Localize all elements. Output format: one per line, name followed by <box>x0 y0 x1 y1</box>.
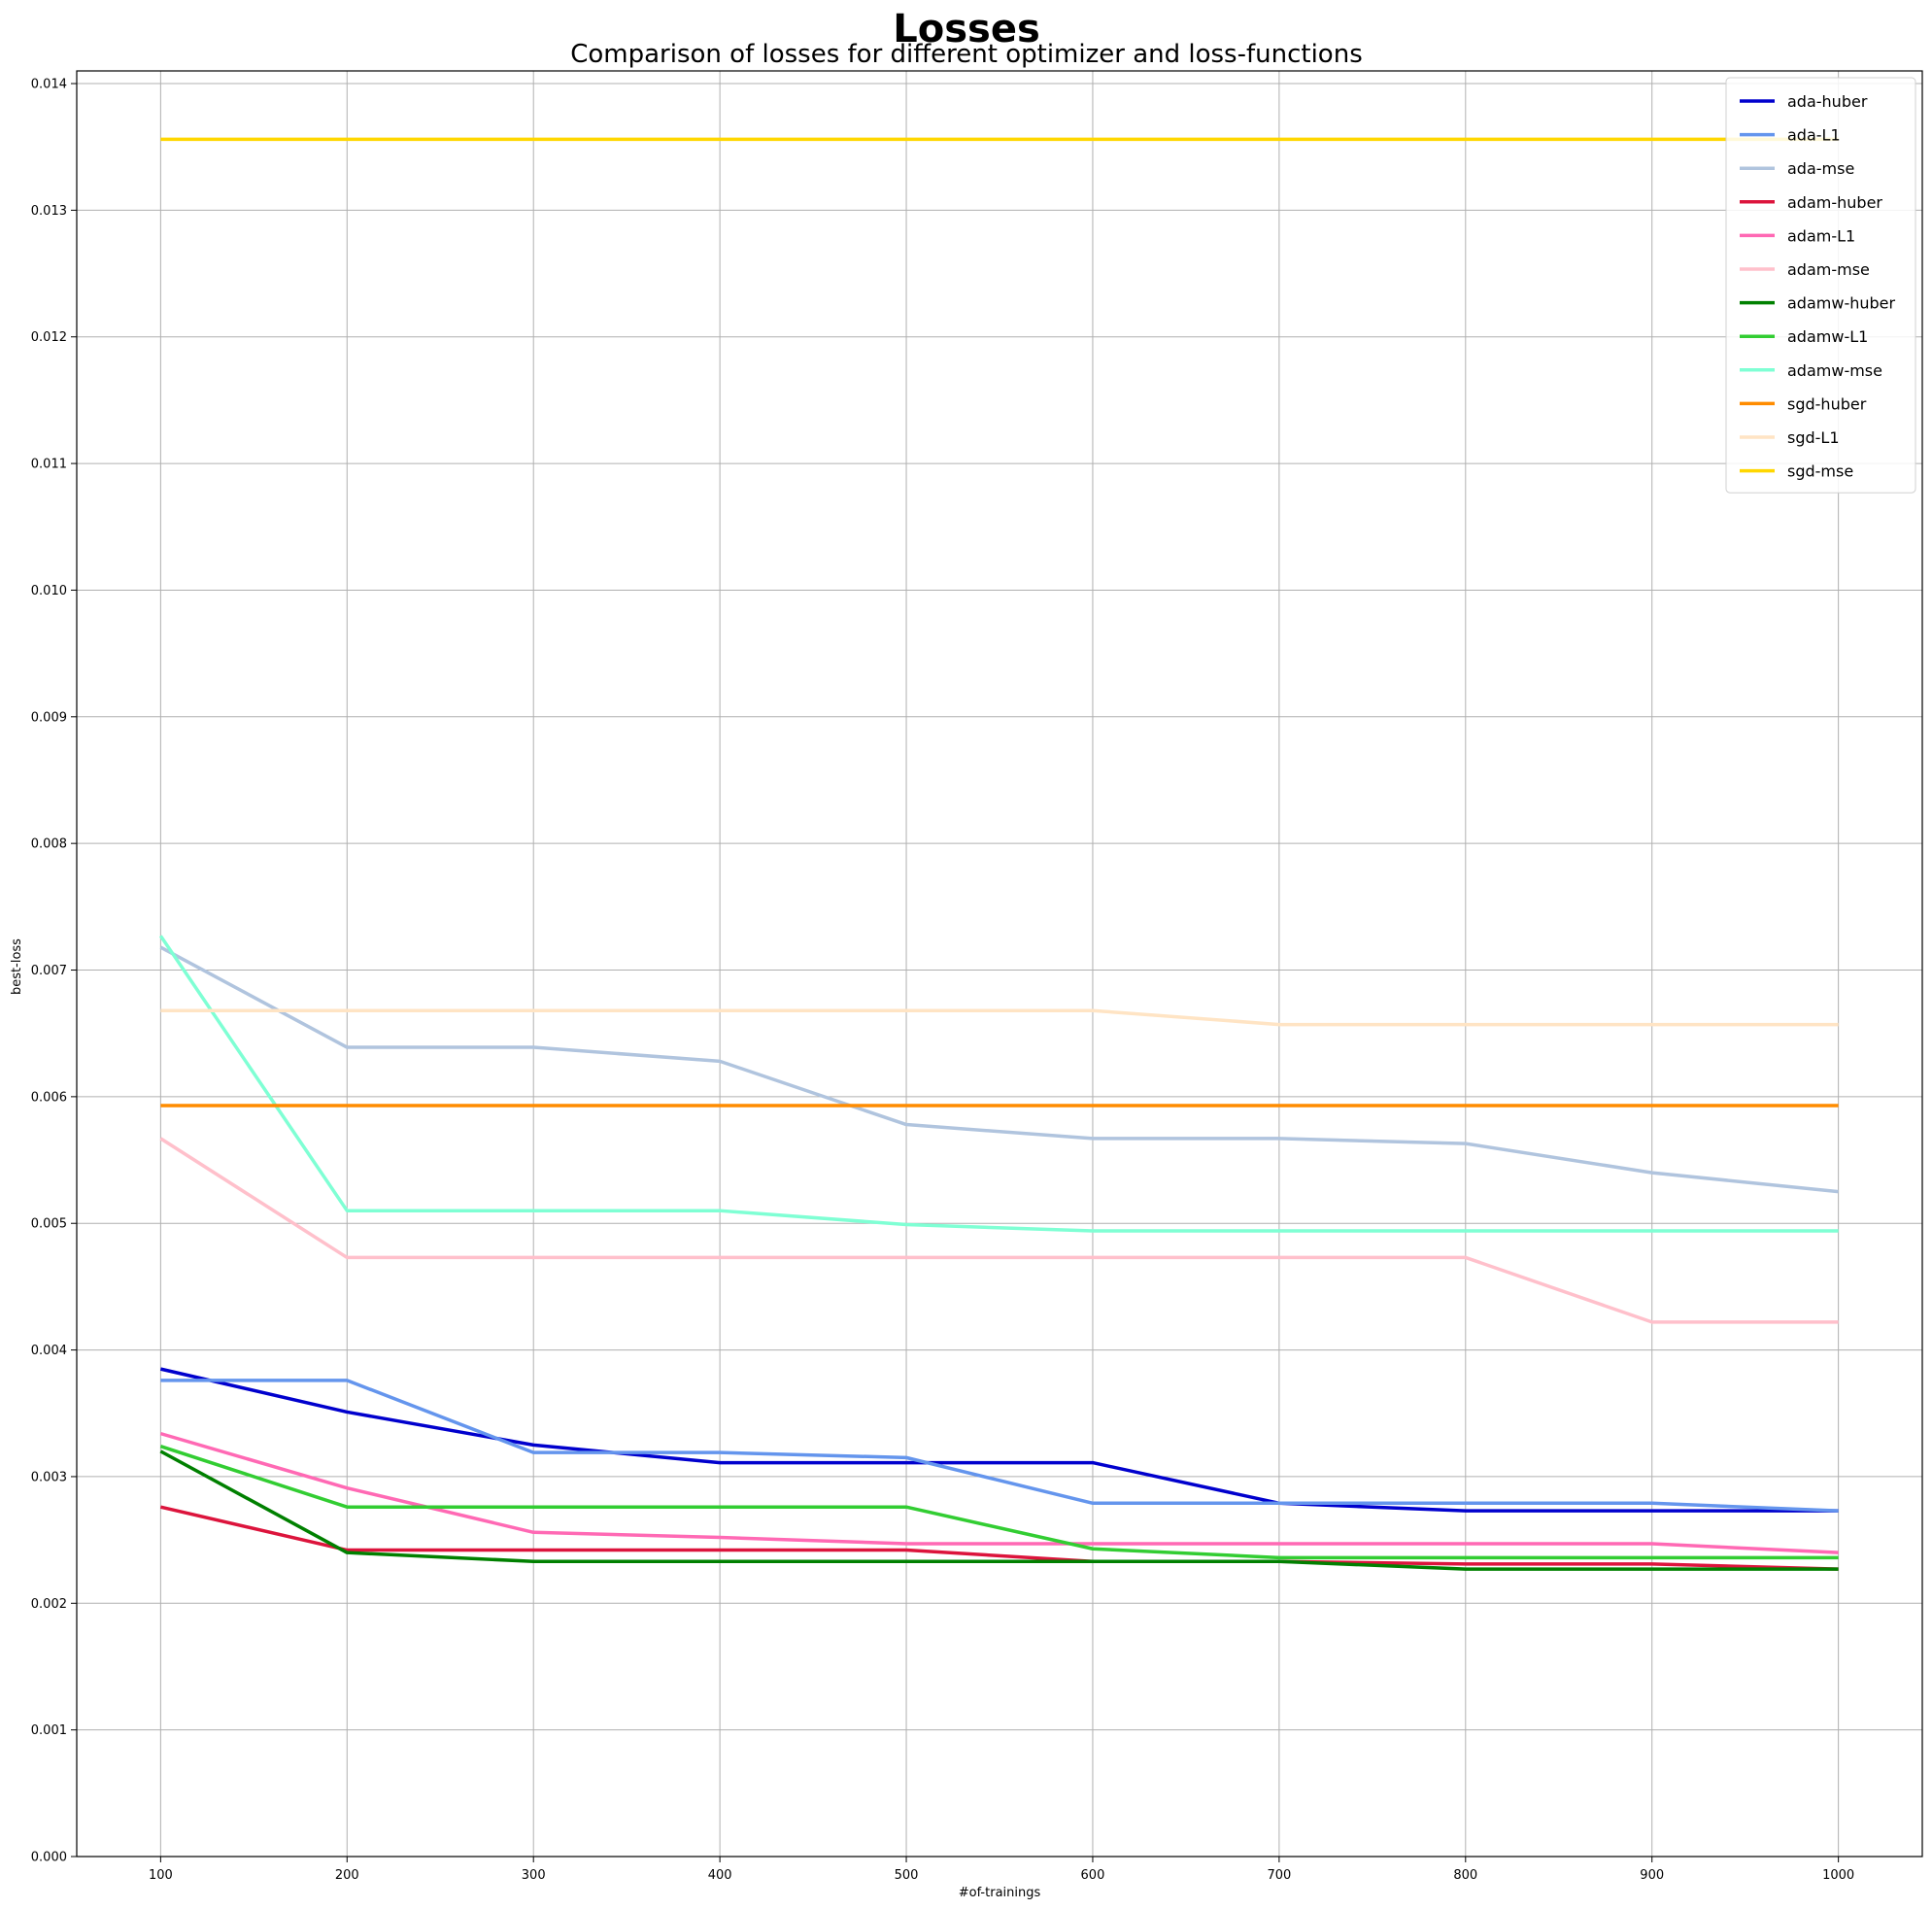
legend-label: sgd-huber <box>1787 394 1867 413</box>
legend-label: adamw-L1 <box>1787 327 1868 346</box>
series-line-adam-huber <box>159 1505 1839 1571</box>
x-axis-ticks: 100 200 300 400 500 600 700 800 900 1000 <box>149 1857 1854 1883</box>
y-axis-label: best-loss <box>10 938 24 995</box>
y-tick-label: 0.010 <box>31 584 67 598</box>
y-tick-label: 0.004 <box>31 1344 67 1358</box>
legend-label: adam-L1 <box>1787 226 1855 245</box>
plot-frame <box>76 70 1923 1858</box>
y-tick-label: 0.005 <box>31 1217 67 1232</box>
y-tick-label: 0.014 <box>31 78 67 92</box>
series-line-sgd-L1 <box>160 1008 1839 1027</box>
series-line-adamw-L1 <box>159 1444 1839 1560</box>
y-tick-label: 0.012 <box>31 330 67 345</box>
y-tick-label: 0.009 <box>31 710 67 725</box>
series-line-adamw-mse <box>158 935 1839 1233</box>
y-axis-ticks: 0.000 0.001 0.002 0.003 0.004 0.005 0.006 0.007… <box>31 78 77 1865</box>
x-tick-label: 600 <box>1081 1868 1105 1883</box>
legend-label: sgd-L1 <box>1787 428 1840 447</box>
series-line-ada-huber <box>159 1367 1839 1513</box>
legend-label: adam-mse <box>1787 260 1870 279</box>
chart-subtitle: Comparison of losses for different optim… <box>570 40 1363 69</box>
series-line-ada-L1 <box>160 1379 1839 1513</box>
y-tick-label: 0.002 <box>31 1597 67 1612</box>
x-tick-label: 200 <box>335 1868 359 1883</box>
series-line-adam-mse <box>159 1137 1839 1324</box>
y-tick-label: 0.006 <box>31 1090 67 1105</box>
legend-label: ada-huber <box>1787 92 1868 111</box>
y-tick-label: 0.007 <box>31 964 67 978</box>
x-axis-label: #of-trainings <box>959 1886 1041 1900</box>
series-line-adam-L1 <box>159 1431 1839 1554</box>
legend-box <box>1725 77 1916 494</box>
y-tick-label: 0.011 <box>31 458 67 472</box>
x-tick-label: 800 <box>1453 1868 1477 1883</box>
x-tick-label: 500 <box>895 1868 919 1883</box>
legend-label: ada-mse <box>1787 159 1854 178</box>
legend-label: adam-huber <box>1787 193 1882 212</box>
x-tick-label: 900 <box>1640 1868 1664 1883</box>
chart-title: Losses <box>893 7 1040 51</box>
plot-series <box>158 137 1839 1571</box>
series-line-adamw-huber <box>159 1449 1839 1571</box>
y-tick-label: 0.000 <box>31 1851 67 1865</box>
x-tick-label: 1000 <box>1822 1868 1854 1883</box>
legend-label: adamw-mse <box>1787 361 1882 380</box>
legend-label: sgd-mse <box>1787 462 1853 481</box>
series-line-ada-mse <box>159 945 1839 1194</box>
legend-label: ada-L1 <box>1787 126 1841 145</box>
y-tick-label: 0.003 <box>31 1470 67 1484</box>
legend: ada-huber ada-L1 ada-mse adam-huber adam-L1 a… <box>1725 77 1916 494</box>
x-tick-label: 100 <box>149 1868 173 1883</box>
x-tick-label: 300 <box>522 1868 546 1883</box>
y-tick-label: 0.001 <box>31 1723 67 1738</box>
y-tick-label: 0.008 <box>31 837 67 852</box>
y-tick-label: 0.013 <box>31 204 67 219</box>
x-tick-label: 400 <box>708 1868 732 1883</box>
x-tick-label: 700 <box>1267 1868 1291 1883</box>
legend-label: adamw-huber <box>1787 294 1895 313</box>
